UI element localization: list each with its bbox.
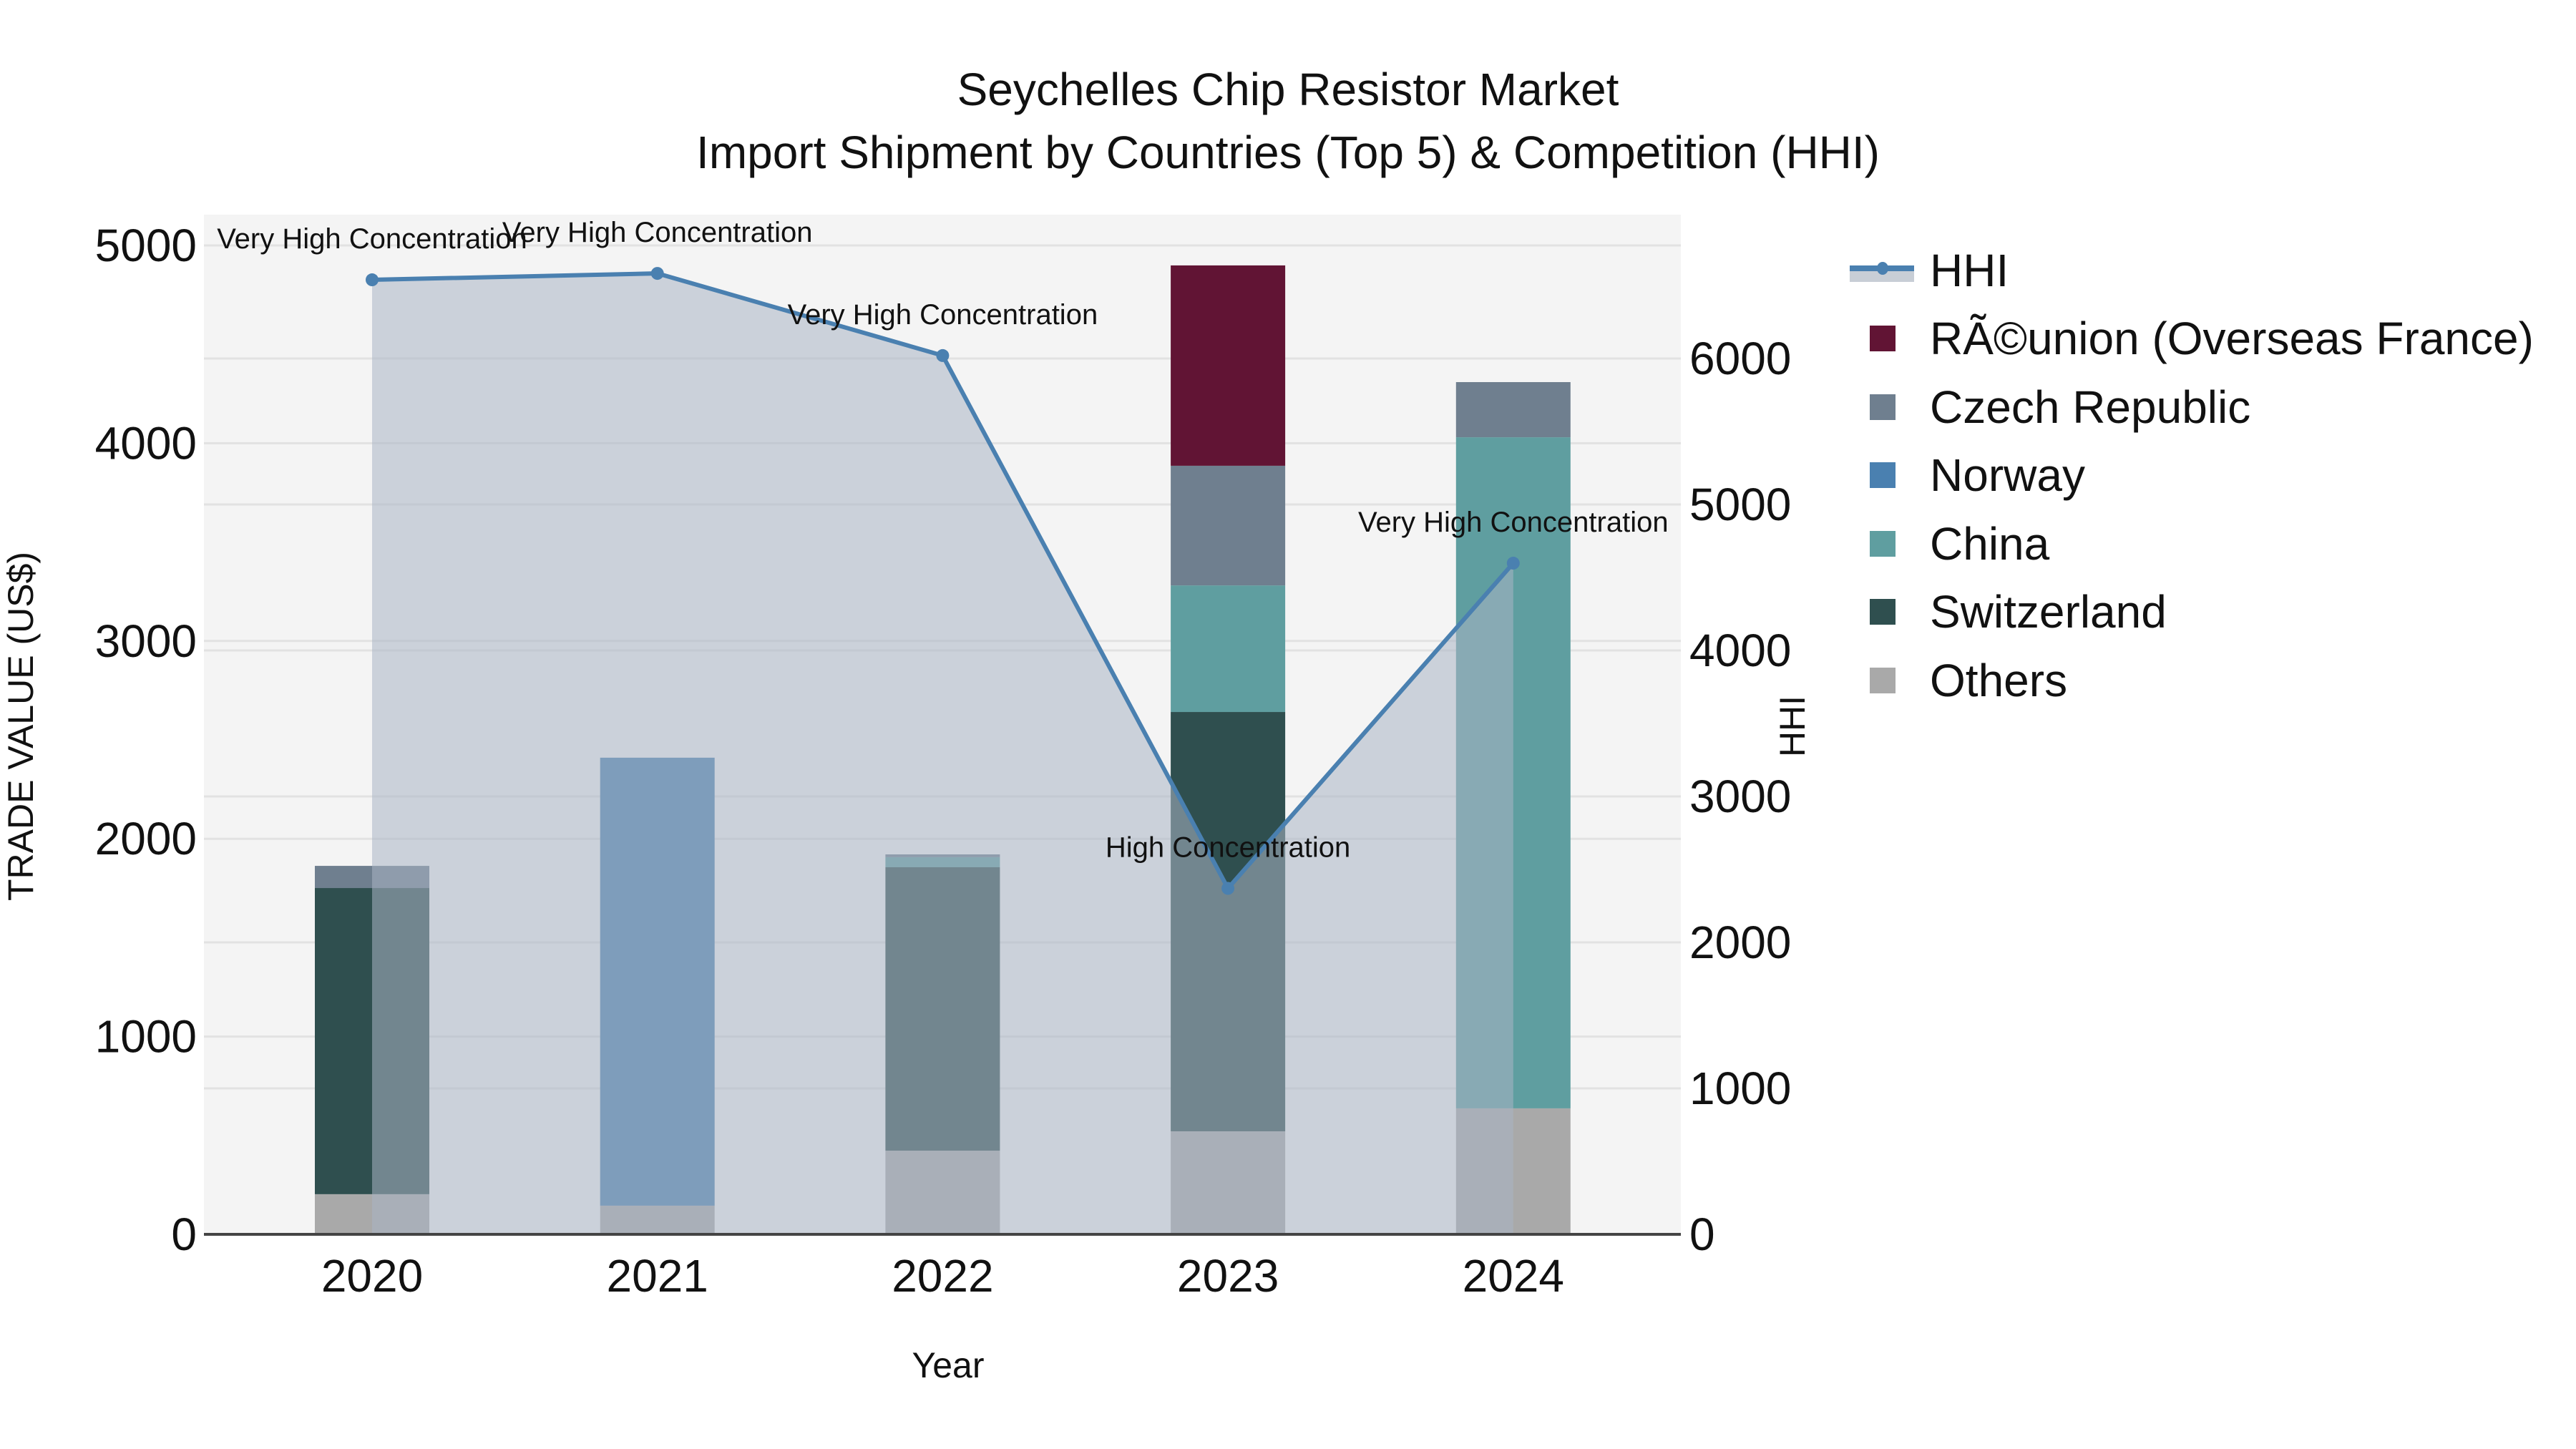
bar-segment-china bbox=[1171, 585, 1286, 713]
y-left-tick-label: 4000 bbox=[95, 417, 197, 469]
x-tick-label: 2023 bbox=[1177, 1250, 1279, 1302]
hhi-area bbox=[372, 273, 1513, 1234]
legend-item-reunion[interactable]: RÃ©union (Overseas France) bbox=[1850, 305, 2534, 374]
y-right-axis-title: HHI bbox=[1772, 696, 1813, 757]
y-left-tick-label: 5000 bbox=[95, 220, 197, 271]
y-right-tick-label: 0 bbox=[1689, 1209, 1715, 1260]
hhi-annotation: Very High Concentration bbox=[217, 223, 527, 255]
color-swatch-icon bbox=[1870, 530, 1896, 557]
hhi-point bbox=[366, 273, 379, 287]
hhi-annotation: Very High Concentration bbox=[502, 217, 813, 248]
bar-segment-czech-republic bbox=[1455, 381, 1571, 438]
legend: HHI RÃ©union (Overseas France) Czech Rep… bbox=[1850, 236, 2534, 715]
legend-item-norway[interactable]: Norway bbox=[1850, 441, 2534, 510]
chart-title: Seychelles Chip Resistor Market bbox=[957, 64, 1619, 115]
hhi-annotation: High Concentration bbox=[1106, 832, 1350, 864]
y-left-axis-title: TRADE VALUE (US$) bbox=[1, 552, 41, 901]
x-axis-title: Year bbox=[912, 1345, 984, 1385]
y-right-tick-label: 1000 bbox=[1689, 1063, 1791, 1114]
hhi-point bbox=[1221, 882, 1235, 895]
hhi-annotation: Very High Concentration bbox=[788, 299, 1098, 331]
y-right-tick-label: 5000 bbox=[1689, 479, 1791, 530]
line-marker-icon bbox=[1850, 258, 1914, 283]
chart-subtitle: Import Shipment by Countries (Top 5) & C… bbox=[696, 127, 1880, 178]
color-swatch-icon bbox=[1870, 394, 1896, 420]
y-left-tick-label: 1000 bbox=[95, 1011, 197, 1063]
legend-item-others[interactable]: Others bbox=[1850, 646, 2534, 715]
bar-segment-r-union-overseas-france- bbox=[1171, 265, 1286, 466]
y-right-tick-label: 6000 bbox=[1689, 333, 1791, 384]
bar-segment-czech-republic bbox=[1171, 465, 1286, 586]
y-right-tick-label: 4000 bbox=[1689, 625, 1791, 676]
hhi-point bbox=[936, 348, 950, 362]
legend-label: Switzerland bbox=[1930, 586, 2167, 638]
hhi-annotation: Very High Concentration bbox=[1358, 507, 1669, 538]
legend-label: Others bbox=[1930, 654, 2068, 706]
legend-label: HHI bbox=[1930, 244, 2009, 296]
x-tick-label: 2024 bbox=[1463, 1250, 1564, 1302]
y-left-tick-label: 0 bbox=[171, 1209, 197, 1260]
legend-item-switzerland[interactable]: Switzerland bbox=[1850, 578, 2534, 647]
legend-item-hhi[interactable]: HHI bbox=[1850, 236, 2534, 305]
y-left-tick-label: 2000 bbox=[95, 813, 197, 864]
legend-item-china[interactable]: China bbox=[1850, 509, 2534, 578]
y-left-tick-label: 3000 bbox=[95, 615, 197, 667]
legend-label: Norway bbox=[1930, 449, 2085, 502]
legend-label: China bbox=[1930, 517, 2050, 570]
x-tick-label: 2021 bbox=[607, 1250, 708, 1302]
x-tick-label: 2020 bbox=[321, 1250, 423, 1302]
x-tick-label: 2022 bbox=[892, 1250, 993, 1302]
color-swatch-icon bbox=[1870, 599, 1896, 625]
legend-label: RÃ©union (Overseas France) bbox=[1930, 313, 2534, 365]
legend-label: Czech Republic bbox=[1930, 381, 2251, 433]
y-right-tick-label: 2000 bbox=[1689, 917, 1791, 968]
hhi-point bbox=[650, 267, 664, 280]
legend-item-czech-republic[interactable]: Czech Republic bbox=[1850, 373, 2534, 441]
hhi-point bbox=[1506, 557, 1520, 570]
color-swatch-icon bbox=[1870, 462, 1896, 489]
y-right-tick-label: 3000 bbox=[1689, 771, 1791, 822]
color-swatch-icon bbox=[1870, 667, 1896, 693]
color-swatch-icon bbox=[1870, 326, 1896, 352]
